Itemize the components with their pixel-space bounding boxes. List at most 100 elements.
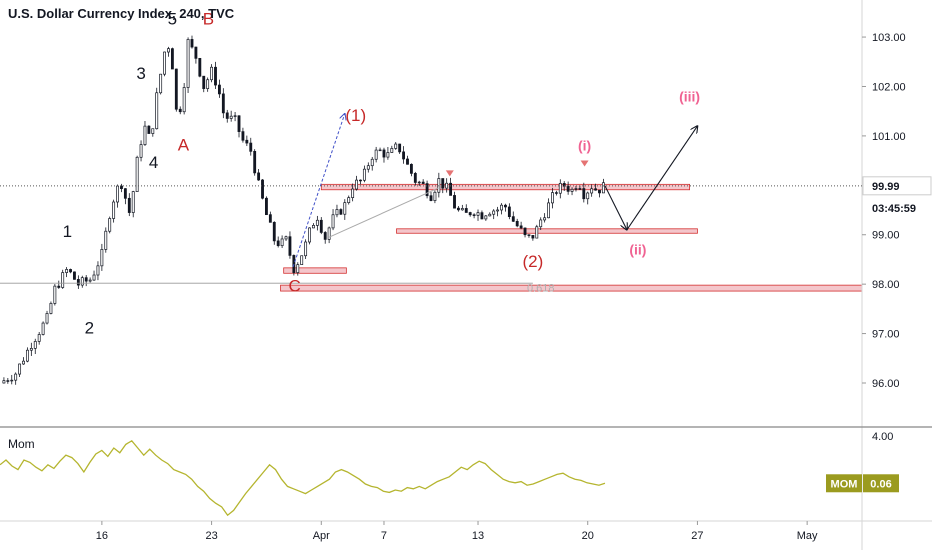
candle-body	[519, 225, 523, 229]
candle-body	[347, 197, 351, 204]
candle-body	[312, 225, 315, 229]
momentum-badge-label: MOM	[831, 478, 858, 490]
candle-body	[194, 46, 198, 59]
candle-body	[370, 158, 374, 167]
candle-body	[464, 208, 468, 213]
candle-body	[127, 197, 131, 213]
candle-body	[57, 285, 61, 288]
candle-body	[355, 179, 358, 190]
candle-body	[272, 221, 276, 242]
candle-body	[139, 144, 143, 158]
candle-body	[527, 234, 531, 236]
candle-body	[170, 48, 174, 70]
candle-body	[409, 163, 413, 174]
candle-body	[523, 227, 527, 236]
candle-body	[296, 264, 300, 273]
candle-body	[135, 156, 139, 192]
candle-body	[88, 279, 92, 282]
trend-line	[626, 126, 698, 231]
time-tick-label: 20	[582, 530, 594, 542]
candle-body	[29, 348, 33, 351]
candle-body	[112, 201, 116, 219]
candle-body	[53, 285, 57, 304]
candle-body	[413, 173, 417, 183]
wave-label: (ii)	[629, 242, 646, 258]
time-tick-label: May	[797, 530, 818, 542]
resistance-zone	[396, 228, 698, 234]
candle-body	[386, 152, 390, 158]
candle-body	[500, 204, 503, 211]
candle-body	[468, 212, 472, 216]
candle-body	[574, 188, 578, 190]
wave-label: (i)	[578, 138, 591, 154]
candle-body	[253, 150, 257, 174]
candle-body	[61, 272, 65, 288]
candle-body	[304, 241, 308, 257]
momentum-label: Mom	[8, 437, 35, 451]
candle-body	[10, 379, 14, 382]
candle-body	[402, 151, 406, 160]
candle-body	[108, 218, 112, 232]
time-tick-label: 23	[205, 530, 217, 542]
candle-body	[578, 188, 582, 190]
candle-body	[476, 212, 480, 216]
candle-body	[429, 195, 433, 201]
candle-body	[33, 341, 37, 349]
candle-body	[406, 158, 409, 165]
wave-label: 2	[85, 319, 94, 338]
wave-label: 3	[136, 64, 145, 83]
candle-body	[25, 349, 29, 362]
candle-body	[6, 380, 10, 382]
candle-body	[441, 178, 445, 189]
price-tick-label: 98.00	[872, 279, 900, 291]
candle-body	[104, 230, 108, 250]
candle-body	[378, 149, 382, 152]
candle-body	[570, 188, 574, 192]
price-tick-label: 99.00	[872, 230, 900, 242]
candle-body	[147, 125, 151, 134]
candle-body	[492, 210, 496, 215]
candle-body	[496, 209, 500, 212]
candle-body	[202, 75, 206, 89]
candle-body	[319, 219, 323, 233]
candle-body	[245, 139, 249, 144]
candle-body	[116, 185, 119, 203]
price-tick-label: 103.00	[872, 32, 906, 44]
candle-body	[229, 115, 233, 119]
candle-body	[120, 185, 123, 189]
candle-body	[382, 149, 386, 158]
trend-line	[328, 187, 440, 238]
wave-label: 1	[63, 222, 72, 241]
time-tick-label: 27	[691, 530, 703, 542]
candle-body	[167, 48, 170, 53]
wave-label: A	[178, 136, 190, 155]
candle-body	[155, 92, 159, 130]
candle-body	[123, 188, 127, 199]
candle-body	[233, 115, 237, 117]
candle-body	[343, 202, 347, 215]
candle-body	[2, 380, 6, 384]
candle-body	[339, 209, 343, 215]
time-tick-label: 7	[381, 530, 387, 542]
wave-label: (iii)	[679, 88, 700, 104]
candle-body	[374, 149, 378, 160]
candle-body	[198, 58, 202, 77]
momentum-value: 0.06	[870, 478, 891, 490]
candle-body	[547, 202, 550, 219]
candle-body	[335, 209, 339, 216]
chart-title: U.S. Dollar Currency Index, 240, TVC	[8, 6, 235, 21]
resistance-zone	[283, 267, 347, 274]
candle-body	[554, 192, 558, 194]
candle-body	[288, 236, 292, 256]
candle-body	[362, 168, 366, 181]
wave-label: 4	[149, 153, 158, 172]
candle-body	[586, 192, 590, 200]
candle-body	[590, 188, 594, 194]
candle-body	[37, 334, 41, 342]
candle-body	[178, 108, 182, 113]
candle-body	[73, 271, 76, 280]
candle-body	[480, 212, 484, 220]
wave-label: C	[289, 277, 301, 296]
